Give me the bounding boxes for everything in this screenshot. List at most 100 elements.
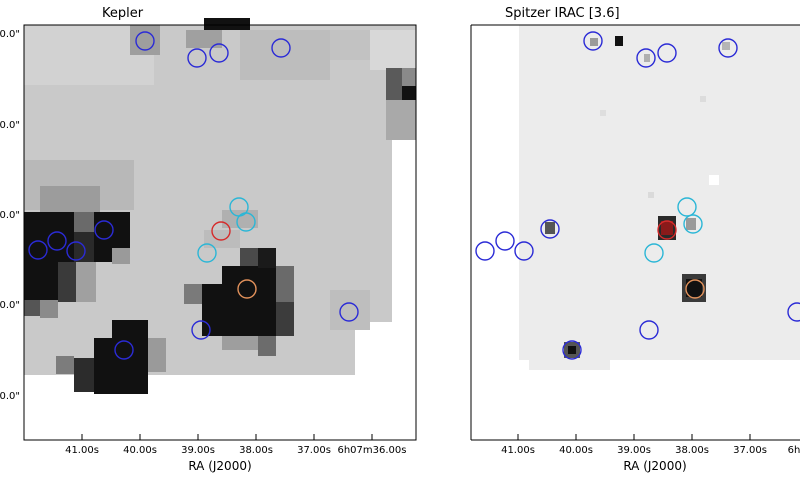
xtick-label: 38.00s — [675, 445, 709, 456]
spitzer-background — [519, 25, 800, 360]
kepler-xtick-marks — [81, 434, 373, 440]
blue-circle-marker — [191, 320, 211, 340]
kepler-pixel — [94, 338, 148, 394]
blue-circle-marker — [657, 43, 677, 63]
spitzer-source — [615, 36, 623, 46]
spitzer-source — [545, 222, 555, 234]
ytick-label: 0.0" — [0, 300, 20, 311]
cyan-circle-marker — [683, 214, 703, 234]
kepler-pixel — [330, 290, 370, 330]
xtick-label: 40.00s — [559, 445, 593, 456]
spitzer-title: Spitzer IRAC [3.6] — [505, 6, 620, 21]
kepler-empty-region — [355, 322, 392, 440]
kepler-pixel — [204, 18, 250, 30]
kepler-xticks: 41.00s 40.00s 39.00s 38.00s 37.00s 6h07m… — [65, 445, 406, 456]
kepler-pixel — [258, 336, 276, 356]
spitzer-source — [700, 96, 706, 102]
xtick-label: 41.00s — [65, 445, 99, 456]
ytick-label: 0.0" — [0, 120, 20, 131]
blue-circle-marker — [787, 302, 800, 322]
cyan-circle-marker — [644, 243, 664, 263]
blue-circle-marker — [187, 48, 207, 68]
blue-circle-marker — [209, 43, 229, 63]
ytick-label: 0.0" — [0, 210, 20, 221]
kepler-pixel — [386, 100, 416, 140]
kepler-pixel — [402, 68, 416, 86]
kepler-pixel — [276, 302, 294, 336]
blue-circle-marker — [636, 48, 656, 68]
kepler-pixel — [148, 338, 166, 372]
kepler-pixel — [112, 248, 130, 264]
kepler-pixel — [186, 30, 222, 48]
spitzer-source — [686, 279, 702, 297]
spitzer-source — [661, 221, 673, 235]
blue-circle-marker — [475, 241, 495, 261]
spitzer-source — [722, 42, 730, 50]
kepler-pixel — [184, 284, 202, 304]
kepler-yticks: 0.0" 0.0" 0.0" 0.0" 0.0" — [0, 29, 20, 402]
xtick-label: 6h07m36.00s — [337, 445, 406, 456]
kepler-empty-region — [24, 375, 72, 440]
kepler-pixel — [24, 300, 40, 316]
xtick-label: 37.00s — [733, 445, 767, 456]
blue-circle-marker — [495, 231, 515, 251]
xtick-label: 6h — [788, 445, 800, 456]
red-circle-marker — [657, 220, 677, 240]
kepler-pixel — [258, 248, 276, 268]
spitzer-xlabel: RA (J2000) — [623, 459, 686, 473]
kepler-empty-region — [148, 412, 355, 440]
kepler-pixel — [24, 212, 74, 232]
kepler-pixel — [386, 68, 402, 100]
spitzer-xtick-marks — [517, 434, 751, 440]
kepler-pixel — [76, 262, 96, 302]
blue-circle-marker — [718, 38, 738, 58]
spitzer-source — [686, 218, 696, 230]
xtick-label: 38.00s — [239, 445, 273, 456]
kepler-pixel — [276, 266, 294, 302]
blue-circle-marker — [28, 240, 48, 260]
spitzer-source — [648, 192, 654, 198]
blue-circle-marker — [583, 31, 603, 51]
blue-circle-marker — [514, 241, 534, 261]
xtick-label: 39.00s — [617, 445, 651, 456]
spitzer-gap — [709, 175, 719, 185]
xtick-label: 40.00s — [123, 445, 157, 456]
kepler-pixel — [74, 212, 94, 232]
orange-circle-marker — [685, 279, 705, 299]
kepler-markers — [28, 31, 359, 360]
kepler-pixel — [222, 210, 258, 228]
kepler-pixel — [40, 300, 58, 318]
kepler-pixel — [240, 30, 330, 80]
blue-circle-marker — [135, 31, 155, 51]
spitzer-source — [568, 346, 576, 354]
kepler-empty-region — [392, 140, 416, 440]
blue-circle-marker — [339, 302, 359, 322]
kepler-pixel — [56, 356, 74, 374]
blue-circle-marker — [66, 241, 86, 261]
spitzer-panel: Spitzer IRAC [3.6] — [470, 6, 800, 473]
xtick-label: 37.00s — [297, 445, 331, 456]
kepler-pixel — [58, 262, 76, 302]
ytick-label: 0.0" — [0, 29, 20, 40]
kepler-pixel — [204, 230, 240, 248]
spitzer-source — [590, 38, 598, 46]
blue-circle-marker — [47, 231, 67, 251]
spitzer-xticks: 41.00s 40.00s 39.00s 38.00s 37.00s 6h — [501, 445, 800, 456]
kepler-pixel — [370, 30, 416, 70]
kepler-pixel — [240, 248, 258, 266]
kepler-pixel — [74, 358, 94, 392]
blue-circle-marker — [562, 340, 582, 360]
kepler-title: Kepler — [102, 6, 144, 21]
blue-circle-marker — [639, 320, 659, 340]
spitzer-source — [644, 54, 650, 62]
spitzer-markers — [475, 31, 800, 360]
kepler-axes-frame — [23, 24, 417, 441]
kepler-pixel — [402, 86, 416, 102]
blue-circle-marker — [94, 220, 114, 240]
kepler-pixel — [222, 266, 276, 286]
spitzer-source — [600, 110, 606, 116]
kepler-pixel — [40, 186, 100, 212]
kepler-empty-region — [72, 392, 148, 440]
xtick-label: 39.00s — [181, 445, 215, 456]
